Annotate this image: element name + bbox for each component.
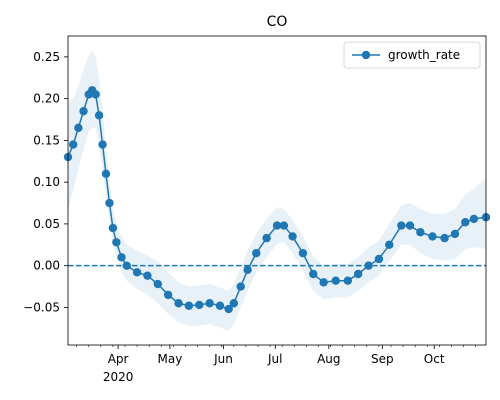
data-point	[163, 290, 173, 300]
legend: growth_rate	[343, 41, 481, 69]
y-tick-label: 0.10	[33, 175, 60, 189]
data-point	[174, 299, 183, 308]
data-point	[252, 248, 261, 258]
data-point	[108, 223, 118, 233]
x-tick-label: Aug	[317, 352, 340, 366]
x-tick-label: Sep	[371, 352, 394, 366]
data-point	[74, 123, 83, 133]
chart-title: CO	[267, 14, 288, 30]
x-tick-label: May	[158, 352, 183, 366]
y-tick-label: −0.05	[23, 300, 60, 314]
data-point	[469, 214, 479, 224]
data-point	[215, 301, 225, 310]
plot-frame	[67, 35, 487, 346]
y-tick-label: 0.05	[33, 217, 60, 231]
data-point	[416, 228, 425, 237]
data-point	[112, 238, 121, 247]
data-point	[195, 300, 204, 310]
data-point	[461, 218, 470, 227]
data-point	[184, 301, 194, 310]
axes-layer: −0.05 0.00 0.05 0.10 0.15 0.20 0.25 Apr 2020 May J…	[23, 35, 487, 384]
x-tick-label: Jul	[267, 352, 282, 366]
y-tick-label: 0.20	[33, 92, 60, 106]
data-point	[428, 232, 437, 241]
data-point	[298, 248, 308, 258]
data-point	[117, 253, 126, 262]
data-point	[153, 279, 163, 289]
data-point	[272, 221, 282, 230]
data-point	[440, 233, 449, 243]
data-point	[105, 198, 114, 208]
data-point	[364, 261, 373, 270]
x-tick-label: Apr	[108, 352, 129, 366]
legend-box	[343, 41, 481, 69]
data-point	[122, 261, 131, 270]
data-point	[309, 269, 318, 279]
data-point	[224, 304, 233, 314]
data-point	[262, 233, 271, 243]
data-point	[353, 269, 363, 279]
data-point	[385, 240, 394, 249]
data-point	[279, 221, 289, 230]
data-point	[397, 221, 406, 230]
data-point	[343, 276, 353, 285]
data-point	[229, 299, 239, 308]
data-point	[405, 221, 415, 230]
data-point	[91, 90, 100, 99]
data-point	[68, 140, 78, 149]
data-point	[132, 268, 142, 277]
x-tick-label: Jun	[213, 352, 233, 366]
data-point	[243, 265, 252, 275]
data-point	[94, 111, 104, 120]
data-point	[331, 276, 340, 285]
data-point	[319, 278, 328, 287]
x-tick-label: Oct	[424, 352, 445, 366]
y-tick-label: 0.25	[33, 50, 60, 64]
data-point	[450, 229, 460, 239]
data-point	[236, 282, 245, 291]
data-point	[374, 254, 384, 264]
data-point	[101, 169, 111, 178]
x-tick-sublabel: 2020	[103, 370, 134, 384]
series-layer	[63, 86, 491, 314]
y-tick-label: 0.15	[33, 133, 60, 147]
data-point	[143, 271, 152, 280]
y-tick-label: 0.00	[33, 259, 60, 273]
data-point	[79, 106, 88, 116]
data-point	[205, 299, 214, 308]
legend-marker-swatch	[361, 50, 371, 60]
legend-label: growth_rate	[388, 48, 460, 62]
data-point	[98, 140, 107, 149]
data-point	[288, 232, 297, 241]
